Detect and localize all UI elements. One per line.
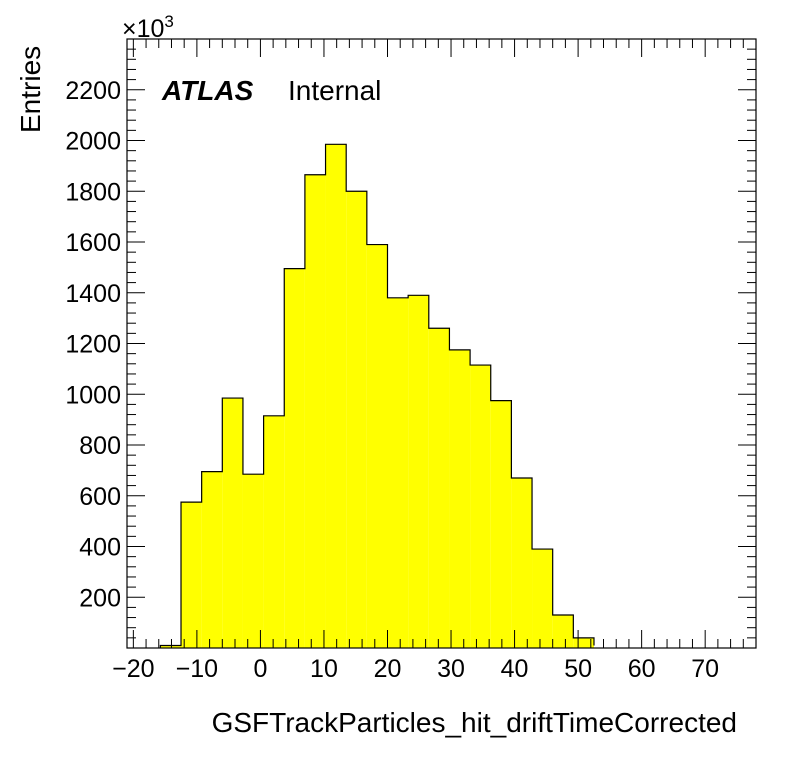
histogram-bin [532, 549, 553, 648]
histogram-bin [408, 295, 429, 648]
x-axis-title: GSFTrackParticles_hit_driftTimeCorrected [212, 707, 737, 738]
histogram-bin [387, 297, 409, 648]
histogram-outline [159, 143, 595, 648]
y-tick-label: 200 [79, 584, 121, 612]
y-axis-tick-labels: 200 400 600 800 1000 1200 1400 1600 1800 2000 2200 [65, 77, 121, 613]
y-multiplier: ×103 [122, 12, 174, 43]
x-tick-label: −20 [112, 655, 154, 683]
y-tick-label: 800 [79, 432, 121, 460]
histogram-bin [346, 191, 367, 648]
x-tick-label: 0 [253, 655, 267, 683]
histogram-bin [263, 415, 285, 648]
histogram-bin [201, 471, 223, 648]
x-tick-label: −10 [176, 655, 218, 683]
x-axis-tick-labels: −20 −10 0 10 20 30 40 50 60 70 [112, 655, 719, 683]
histogram-bin [449, 349, 471, 648]
y-tick-label: 400 [79, 534, 121, 562]
histogram-bin [284, 268, 305, 648]
y-tick-label: 1000 [65, 381, 121, 409]
y-axis-title: Entries [15, 46, 46, 133]
atlas-label: ATLAS [161, 75, 254, 106]
histogram-bin [573, 637, 594, 648]
y-axis-ticks [127, 38, 756, 639]
histogram-bin [428, 328, 450, 648]
x-tick-label: 40 [501, 655, 529, 683]
histogram-bin [160, 645, 182, 648]
x-tick-label: 60 [628, 655, 656, 683]
x-tick-label: 20 [374, 655, 402, 683]
histogram-bin [222, 398, 243, 648]
y-tick-label: 2000 [65, 128, 121, 156]
histogram-bin [242, 474, 264, 648]
histogram-bin [366, 244, 388, 648]
histogram-bin [325, 144, 347, 648]
x-tick-label: 70 [691, 655, 719, 683]
y-tick-label: 1400 [65, 280, 121, 308]
histogram-bin [552, 615, 574, 648]
x-tick-label: 30 [437, 655, 465, 683]
histogram-bin [181, 502, 202, 648]
histogram-bin [511, 477, 533, 648]
histogram-bin [304, 174, 326, 648]
x-tick-label: 10 [310, 655, 338, 683]
y-tick-label: 1800 [65, 178, 121, 206]
status-label: Internal [288, 75, 381, 106]
x-axis-ticks [132, 39, 757, 648]
y-tick-label: 600 [79, 483, 121, 511]
y-tick-label: 2200 [65, 77, 121, 105]
y-tick-label: 1600 [65, 229, 121, 257]
histogram-bars [160, 144, 594, 648]
x-tick-label: 50 [564, 655, 592, 683]
histogram-bin [470, 365, 491, 648]
y-tick-label: 1200 [65, 331, 121, 359]
histogram-bin [490, 400, 512, 648]
